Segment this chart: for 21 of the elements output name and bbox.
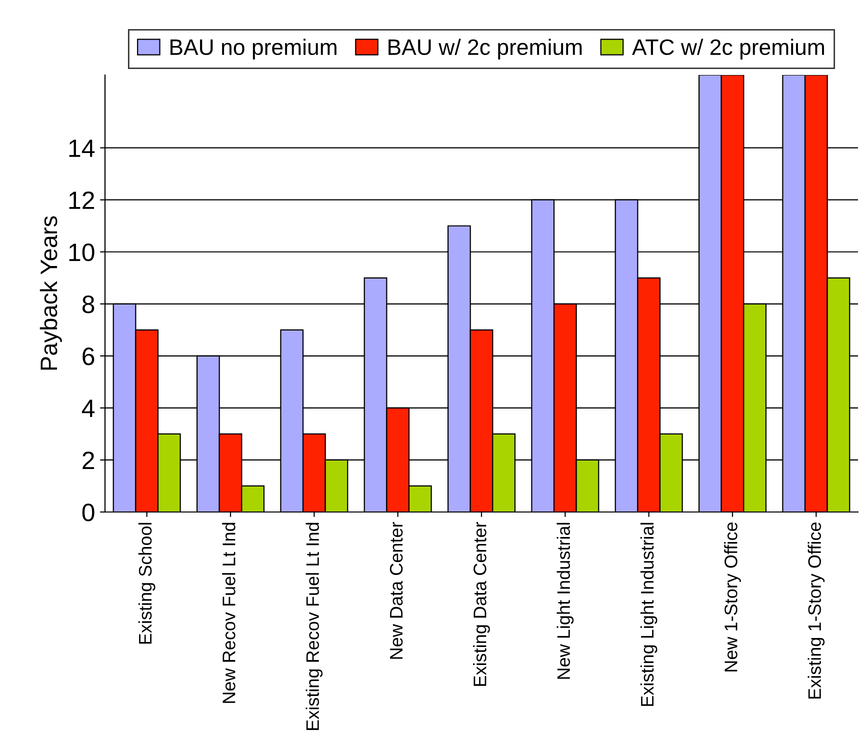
x-tick-label: Existing School bbox=[138, 522, 156, 644]
y-tick-label: 6 bbox=[82, 348, 94, 366]
legend-label: BAU w/ 2c premium bbox=[388, 38, 582, 60]
y-axis-title: Payback Years bbox=[40, 216, 62, 370]
legend-label: BAU no premium bbox=[170, 38, 336, 60]
y-tick-label: 10 bbox=[69, 243, 94, 262]
y-tick-label: 4 bbox=[82, 400, 95, 418]
x-tick-label: Existing Data Center bbox=[473, 522, 490, 686]
y-tick-label: 14 bbox=[69, 140, 95, 157]
y-tick-label: 12 bbox=[69, 191, 94, 209]
x-tick-label: New Light Industrial bbox=[556, 522, 574, 679]
x-tick-label: Existing Light Industrial bbox=[640, 522, 658, 706]
x-tick-label: New 1-Story Office bbox=[724, 522, 741, 672]
x-tick-label: Existing Recov Fuel Lt Ind bbox=[306, 522, 323, 730]
legend-label: ATC w/ 2c premium bbox=[632, 38, 824, 60]
y-tick-label: 2 bbox=[82, 452, 94, 470]
x-tick-label: New Data Center bbox=[390, 522, 403, 659]
x-tick-label: New Recov Fuel Lt Ind bbox=[222, 522, 236, 703]
y-tick-label: 0 bbox=[82, 504, 94, 522]
x-tick-label: Existing 1-Story Office bbox=[808, 522, 825, 699]
y-tick-label: 8 bbox=[82, 296, 94, 314]
